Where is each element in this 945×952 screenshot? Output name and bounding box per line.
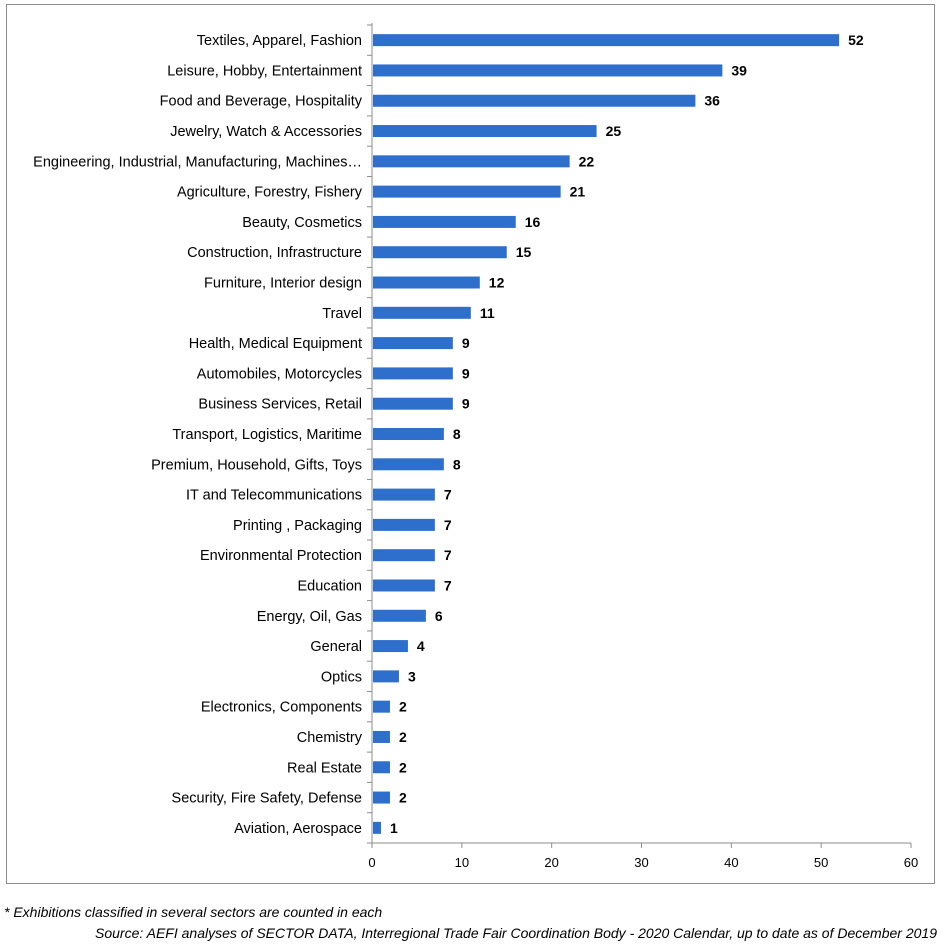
- x-tick-label: 50: [814, 855, 828, 870]
- category-label: Travel: [322, 306, 362, 322]
- category-label: Environmental Protection: [200, 548, 362, 564]
- data-label: 9: [462, 335, 470, 351]
- bar: [373, 549, 435, 562]
- bar-chart: 0 10 20 30 40 50 60 Textiles, Apparel, Fashion 5…: [33, 23, 918, 870]
- data-label: 16: [525, 214, 541, 230]
- bar: [373, 64, 723, 77]
- category-label: Agriculture, Forestry, Fishery: [177, 185, 363, 201]
- data-label: 6: [435, 608, 443, 624]
- data-label: 52: [848, 32, 864, 48]
- bar: [373, 821, 381, 834]
- footnote: * Exhibitions classified in several sect…: [4, 904, 383, 920]
- data-label: 39: [731, 62, 747, 78]
- data-label: 22: [579, 153, 595, 169]
- x-tick-label: 30: [634, 855, 648, 870]
- category-label: Premium, Household, Gifts, Toys: [151, 457, 362, 473]
- bar: [373, 34, 840, 47]
- category-label: Security, Fire Safety, Defense: [172, 791, 362, 807]
- category-label: Aviation, Aerospace: [234, 821, 362, 837]
- bar: [373, 670, 399, 683]
- bar: [373, 367, 453, 380]
- bar: [373, 640, 408, 653]
- bar: [373, 761, 390, 774]
- data-label: 2: [399, 790, 407, 806]
- category-label: Printing , Packaging: [233, 518, 362, 534]
- data-label: 7: [444, 547, 452, 563]
- data-label: 12: [489, 275, 505, 291]
- bar: [373, 215, 516, 228]
- data-label: 4: [417, 638, 425, 654]
- data-label: 7: [444, 577, 452, 593]
- source-note: Source: AEFI analyses of SECTOR DATA, In…: [95, 925, 937, 941]
- category-label: Electronics, Components: [201, 700, 362, 716]
- x-tick-label: 60: [904, 855, 918, 870]
- category-label: Automobiles, Motorcycles: [197, 366, 362, 382]
- data-label: 11: [480, 305, 495, 321]
- bar: [373, 700, 390, 713]
- data-label: 2: [399, 729, 407, 745]
- data-label: 36: [704, 93, 720, 109]
- category-label: Engineering, Industrial, Manufacturing, …: [33, 154, 362, 170]
- category-label: Furniture, Interior design: [204, 276, 362, 292]
- bar: [373, 185, 561, 198]
- bar: [373, 458, 444, 471]
- bar: [373, 337, 453, 350]
- data-label: 25: [606, 123, 622, 139]
- data-label: 3: [408, 668, 416, 684]
- bar: [373, 609, 426, 622]
- bar: [373, 730, 390, 743]
- bar: [373, 397, 453, 410]
- x-tick-label: 10: [455, 855, 469, 870]
- category-label: General: [310, 639, 362, 655]
- x-tick-label: 40: [724, 855, 738, 870]
- data-label: 15: [516, 244, 532, 260]
- category-label: Beauty, Cosmetics: [242, 215, 362, 231]
- x-tick-label: 0: [368, 855, 375, 870]
- data-label: 8: [453, 426, 461, 442]
- data-label: 21: [570, 184, 586, 200]
- bar: [373, 246, 507, 259]
- bar: [373, 428, 444, 440]
- x-tick-label: 20: [544, 855, 558, 870]
- data-label: 9: [462, 396, 470, 412]
- category-label: Education: [298, 578, 363, 594]
- category-label: Optics: [321, 669, 362, 685]
- category-label: Food and Beverage, Hospitality: [160, 94, 363, 110]
- data-label: 2: [399, 759, 407, 775]
- chart-frame: 0 10 20 30 40 50 60 Textiles, Apparel, Fashion 5…: [6, 4, 935, 884]
- category-label: Construction, Infrastructure: [187, 245, 362, 261]
- bar: [373, 276, 480, 289]
- bar: [373, 306, 471, 319]
- category-label: Textiles, Apparel, Fashion: [197, 33, 362, 49]
- category-label: Business Services, Retail: [198, 397, 362, 413]
- category-label: Transport, Logistics, Maritime: [172, 427, 362, 443]
- bar: [373, 94, 696, 107]
- category-label: Leisure, Hobby, Entertainment: [167, 63, 362, 79]
- bar: [373, 488, 435, 501]
- data-label: 7: [444, 487, 452, 503]
- data-label: 9: [462, 365, 470, 381]
- category-label: Real Estate: [287, 760, 362, 776]
- bar: [373, 155, 570, 168]
- category-label: Jewelry, Watch & Accessories: [170, 124, 362, 140]
- data-label: 2: [399, 699, 407, 715]
- category-label: IT and Telecommunications: [186, 488, 362, 504]
- data-label: 8: [453, 456, 461, 472]
- bar: [373, 125, 597, 138]
- category-label: Chemistry: [297, 730, 363, 746]
- category-label: Energy, Oil, Gas: [257, 609, 362, 625]
- data-label: 1: [390, 820, 398, 836]
- bar: [373, 518, 435, 531]
- bar: [373, 791, 390, 804]
- category-label: Health, Medical Equipment: [189, 336, 362, 352]
- data-label: 7: [444, 517, 452, 533]
- bar: [373, 579, 435, 592]
